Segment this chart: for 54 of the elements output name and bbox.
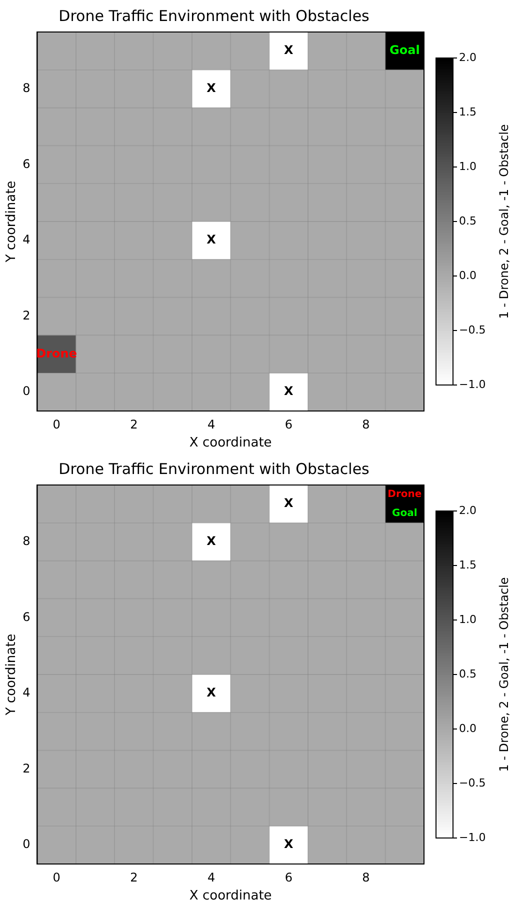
color-bar-label: 1.5 [459,558,476,572]
x-tick-label: 4 [207,870,216,884]
y-tick-label: 4 [22,232,30,247]
y-tick-label: 0 [22,384,30,398]
y-tick-label: 8 [22,534,30,548]
color-bar-title: 1 - Drone, 2 - Goal, -1 - Obstacle [497,577,512,772]
y-tick-label: 4 [22,686,30,700]
color-bar-label: 1.0 [459,612,476,626]
color-bar-label: 0.0 [459,722,476,735]
chart-title: Drone Traffic Environment with Obstacles [58,6,370,25]
x-axis-title: X coordinate [189,436,272,451]
y-tick-label: 0 [22,837,30,852]
text: Goal [392,508,418,520]
color-bar-label: 1.5 [459,105,476,118]
color-bar-label: 2.0 [459,50,476,64]
x-tick-label: 2 [130,417,138,432]
data-label: Drone [36,346,77,360]
x-tick-label: 4 [207,417,216,432]
data-label: X [206,232,217,247]
data-label: Goal [390,43,420,58]
color-bar-label: 1.0 [459,160,476,173]
text: Drone [388,489,422,500]
x-tick-label: 6 [284,870,292,884]
data-label: X [284,837,294,852]
color-bar-label: −1.0 [459,830,486,844]
x-tick-label: 6 [284,417,292,432]
color-bar-label: 0.5 [459,667,476,680]
y-tick-label: 8 [22,80,30,95]
data-label: X [284,43,294,58]
color-bar-label: 0.5 [459,214,476,228]
y-tick-label: 2 [22,761,30,776]
data-label: X [284,496,294,510]
x-axis-title: X coordinate [189,888,272,904]
x-tick-label: 2 [130,870,138,884]
x-tick-label: 0 [52,417,60,432]
data-label: X [206,686,217,700]
color-bar-label: −0.5 [459,323,486,336]
y-axis-title: Y coordinate [4,634,20,716]
y-tick-label: 6 [22,610,30,624]
chart-title: Drone Traffic Environment with Obstacles [58,460,370,478]
data-label: X [206,80,217,95]
data-label: X [206,534,217,548]
x-tick-label: 8 [362,870,370,884]
color-bar-label: 0.0 [459,268,476,282]
x-tick-label: 8 [362,417,370,432]
x-tick-label: 0 [52,870,60,884]
color-bar-label: −0.5 [459,776,486,790]
color-bar-label: −1.0 [459,378,486,391]
y-tick-label: 6 [22,156,30,171]
color-bar-label: 2.0 [459,504,476,517]
data-label: X [284,384,294,398]
color-bar-title: 1 - Drone, 2 - Goal, -1 - Obstacle [497,124,512,319]
y-tick-label: 2 [22,308,30,322]
y-axis-title: Y coordinate [4,180,20,264]
